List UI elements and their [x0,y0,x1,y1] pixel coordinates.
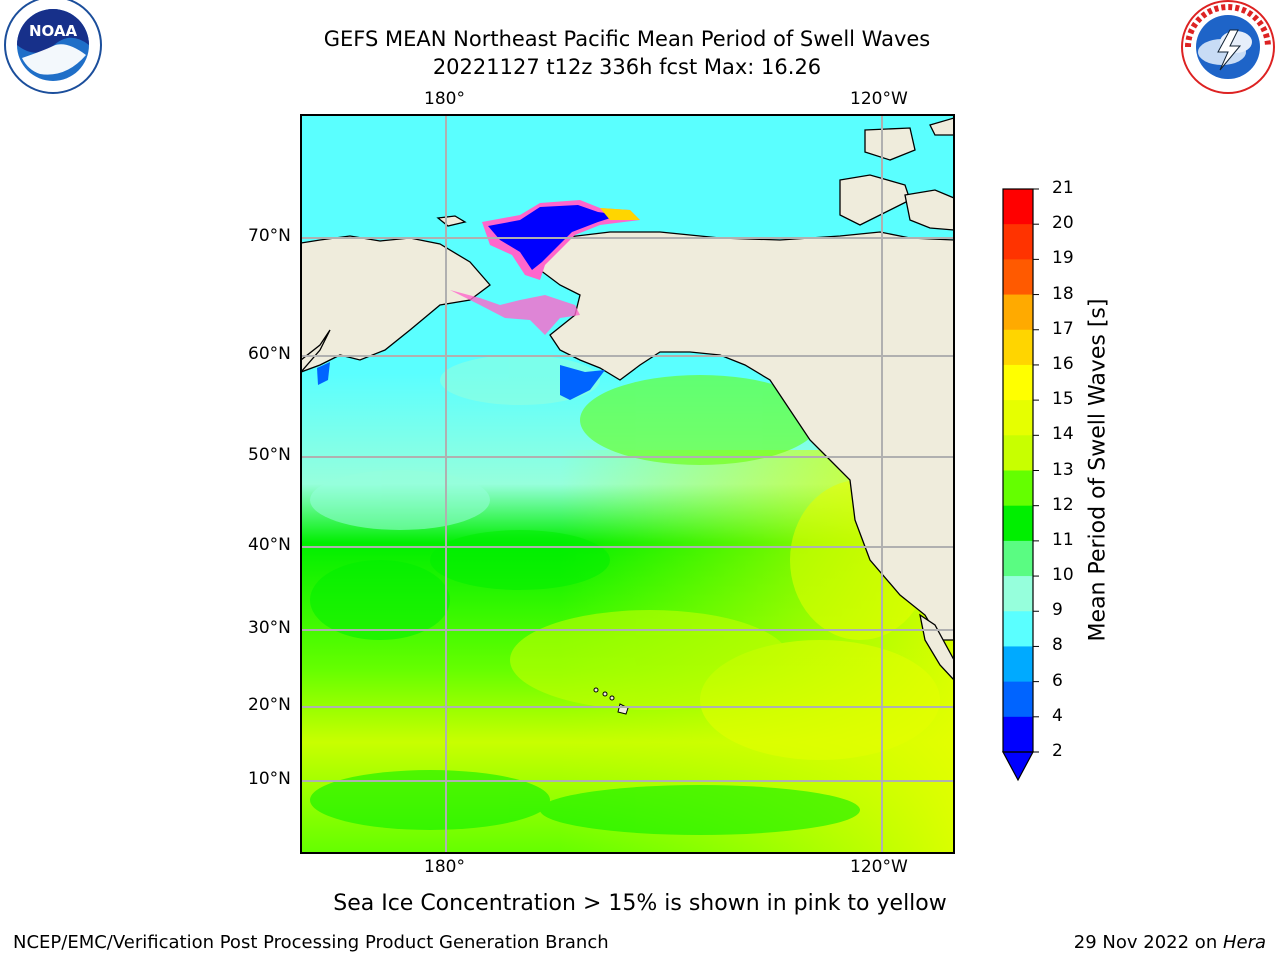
footer-date-text: 29 Nov 2022 on [1073,932,1223,953]
lat-tick-40n: 40°N [248,535,291,555]
colorbar-cell [1003,646,1033,683]
colorbar-cell [1003,189,1033,225]
lat-tick-10n: 10°N [248,769,291,789]
colorbar-cells [1003,189,1033,753]
colorbar-tick-label: 9 [1052,600,1063,621]
map-frame [300,114,955,854]
lat-tick-60n: 60°N [248,344,291,364]
noaa-logo-icon: NOAA [4,0,102,94]
colorbar-tick-label: 20 [1052,213,1074,234]
colorbar-cell [1003,329,1033,366]
colorbar-cell [1003,435,1033,471]
colorbar-tick-label: 11 [1052,529,1074,550]
colorbar-cell [1003,716,1033,753]
graticule [301,115,954,853]
colorbar-label: Mean Period of Swell Waves [s] [1085,298,1111,642]
colorbar-cell [1003,364,1033,401]
colorbar [1001,188,1039,782]
sea-ice-note: Sea Ice Concentration > 15% is shown in … [333,891,947,916]
colorbar-tick-label: 16 [1052,353,1074,374]
colorbar-tickmarks [1033,188,1039,753]
colorbar-tick-label: 13 [1052,459,1074,480]
colorbar-cell [1003,611,1033,647]
colorbar-tick-label: 19 [1052,248,1074,269]
colorbar-extend-arrow [1001,751,1035,782]
land [301,117,954,681]
lat-tick-50n: 50°N [248,445,291,465]
colorbar-cell [1003,294,1033,331]
svg-text:NOAA: NOAA [29,22,78,40]
lon-tick-bottom-120w: 120°W [850,857,908,877]
colorbar-tick-label: 4 [1052,705,1063,726]
colorbar-cell [1003,470,1033,507]
lon-tick-top-180: 180° [424,89,465,109]
colorbar-cell [1003,576,1033,612]
colorbar-tick-label: 14 [1052,424,1074,445]
colorbar-tick-label: 10 [1052,565,1074,586]
footer-date: 29 Nov 2022 on Hera [1074,932,1266,953]
colorbar-tick-label: 21 [1052,178,1074,198]
colorbar-cell [1003,540,1033,577]
colorbar-tick-label: 15 [1052,389,1074,410]
chart-title: GEFS MEAN Northeast Pacific Mean Period … [323,27,931,51]
lon-tick-top-120w: 120°W [850,89,908,109]
footer-host: Hera [1222,932,1266,953]
chart-subtitle: 20221127 t12z 336h fcst Max: 16.26 [432,55,822,79]
sea-ice-and-low-period [317,200,640,400]
lat-tick-70n: 70°N [248,226,291,246]
nws-logo-icon [1181,0,1275,94]
colorbar-tick-label: 17 [1052,318,1074,339]
colorbar-tick-label: 18 [1052,283,1074,304]
colorbar-tick-label: 6 [1052,670,1063,691]
colorbar-cell [1003,224,1033,260]
colorbar-cell [1003,681,1033,718]
colorbar-cell [1003,259,1033,296]
colorbar-tick-label: 12 [1052,494,1074,515]
lat-tick-30n: 30°N [248,618,291,638]
footer-credit: NCEP/EMC/Verification Post Processing Pr… [13,932,609,953]
colorbar-tick-label: 8 [1052,635,1063,656]
lon-tick-bottom-180: 180° [424,857,465,877]
lat-tick-20n: 20°N [248,695,291,715]
colorbar-tick-label: 2 [1052,741,1063,761]
colorbar-cell [1003,400,1033,436]
colorbar-cell [1003,505,1033,542]
map-area [301,115,954,853]
